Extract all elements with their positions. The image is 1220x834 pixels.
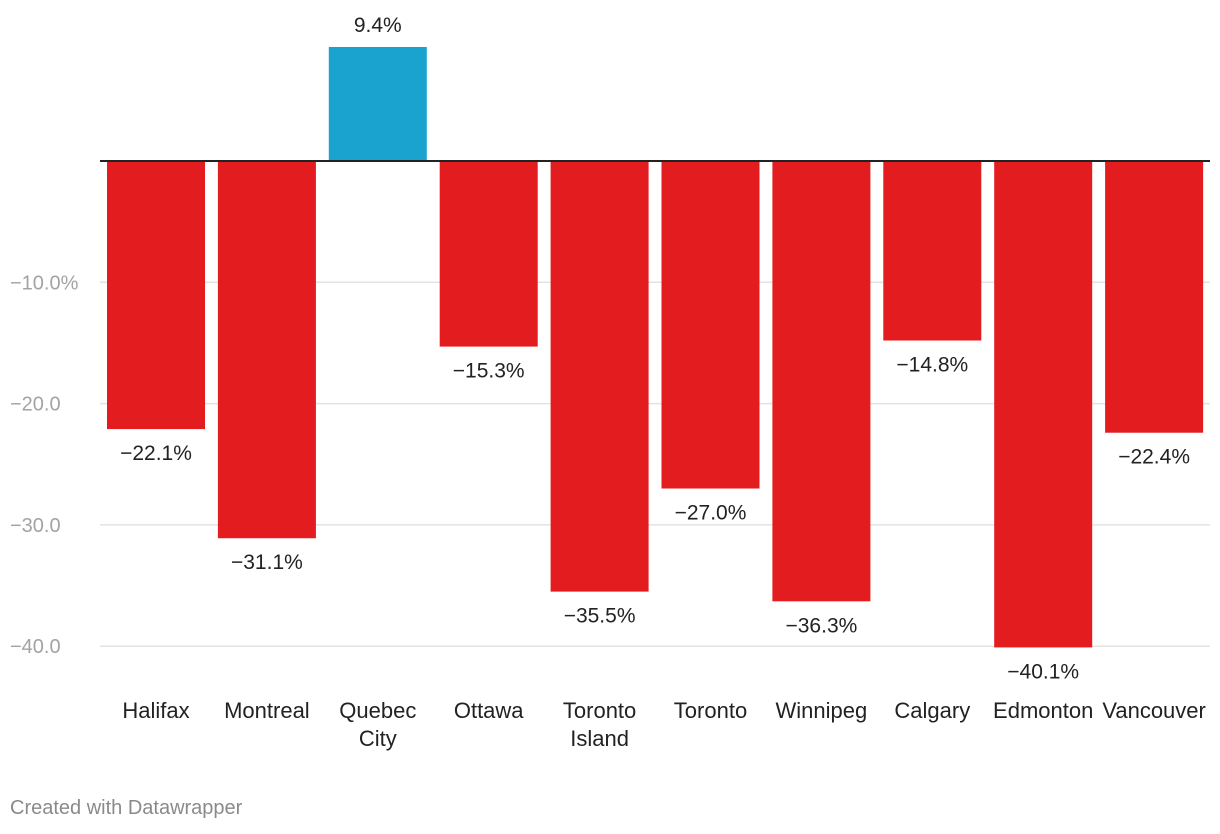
bar [883, 161, 982, 341]
category-label: Edmonton [993, 698, 1093, 723]
value-label: −35.5% [564, 605, 636, 628]
bar [772, 161, 871, 602]
bar [217, 161, 316, 539]
value-label: −31.1% [231, 551, 303, 574]
category-label: Vancouver [1102, 698, 1206, 723]
category-label: Ottawa [454, 698, 524, 723]
category-label: Halifax [122, 698, 189, 723]
bar [107, 161, 205, 430]
category-label: Toronto [674, 698, 747, 723]
category-label: Island [570, 726, 629, 751]
value-label: −36.3% [785, 614, 857, 637]
category-label: Montreal [224, 698, 310, 723]
bar [661, 161, 760, 489]
value-label: 9.4% [354, 14, 402, 37]
y-tick-label: −40.0 [10, 636, 61, 658]
bar [550, 161, 649, 592]
value-label: −22.4% [1118, 446, 1190, 469]
bar-chart: −10.0% −20.0 −30.0 −40.0 −22.1% Halifax −31.1%… [10, 14, 1210, 751]
bar [328, 46, 427, 162]
value-label: −14.8% [896, 354, 968, 377]
bar [439, 161, 538, 347]
y-tick-label: −20.0 [10, 394, 61, 416]
credit-text: Created with Datawrapper [10, 797, 243, 819]
bar [1105, 161, 1204, 433]
y-tick-label: −10.0% [10, 272, 79, 294]
bar [994, 161, 1093, 648]
category-label: Calgary [894, 698, 970, 723]
category-label: Quebec [339, 698, 416, 723]
category-label: Winnipeg [776, 698, 868, 723]
value-label: −27.0% [675, 502, 747, 525]
value-label: −22.1% [120, 442, 192, 465]
y-tick-label: −30.0 [10, 515, 61, 537]
value-label: −40.1% [1007, 660, 1079, 683]
category-label: City [359, 726, 397, 751]
category-label: Toronto [563, 698, 636, 723]
value-label: −15.3% [453, 360, 525, 383]
